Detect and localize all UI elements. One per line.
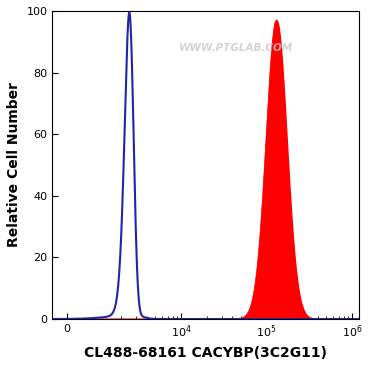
Y-axis label: Relative Cell Number: Relative Cell Number	[7, 83, 21, 247]
X-axis label: CL488-68161 CACYBP(3C2G11): CL488-68161 CACYBP(3C2G11)	[84, 346, 327, 360]
Text: WWW.PTGLAB.COM: WWW.PTGLAB.COM	[179, 43, 293, 53]
